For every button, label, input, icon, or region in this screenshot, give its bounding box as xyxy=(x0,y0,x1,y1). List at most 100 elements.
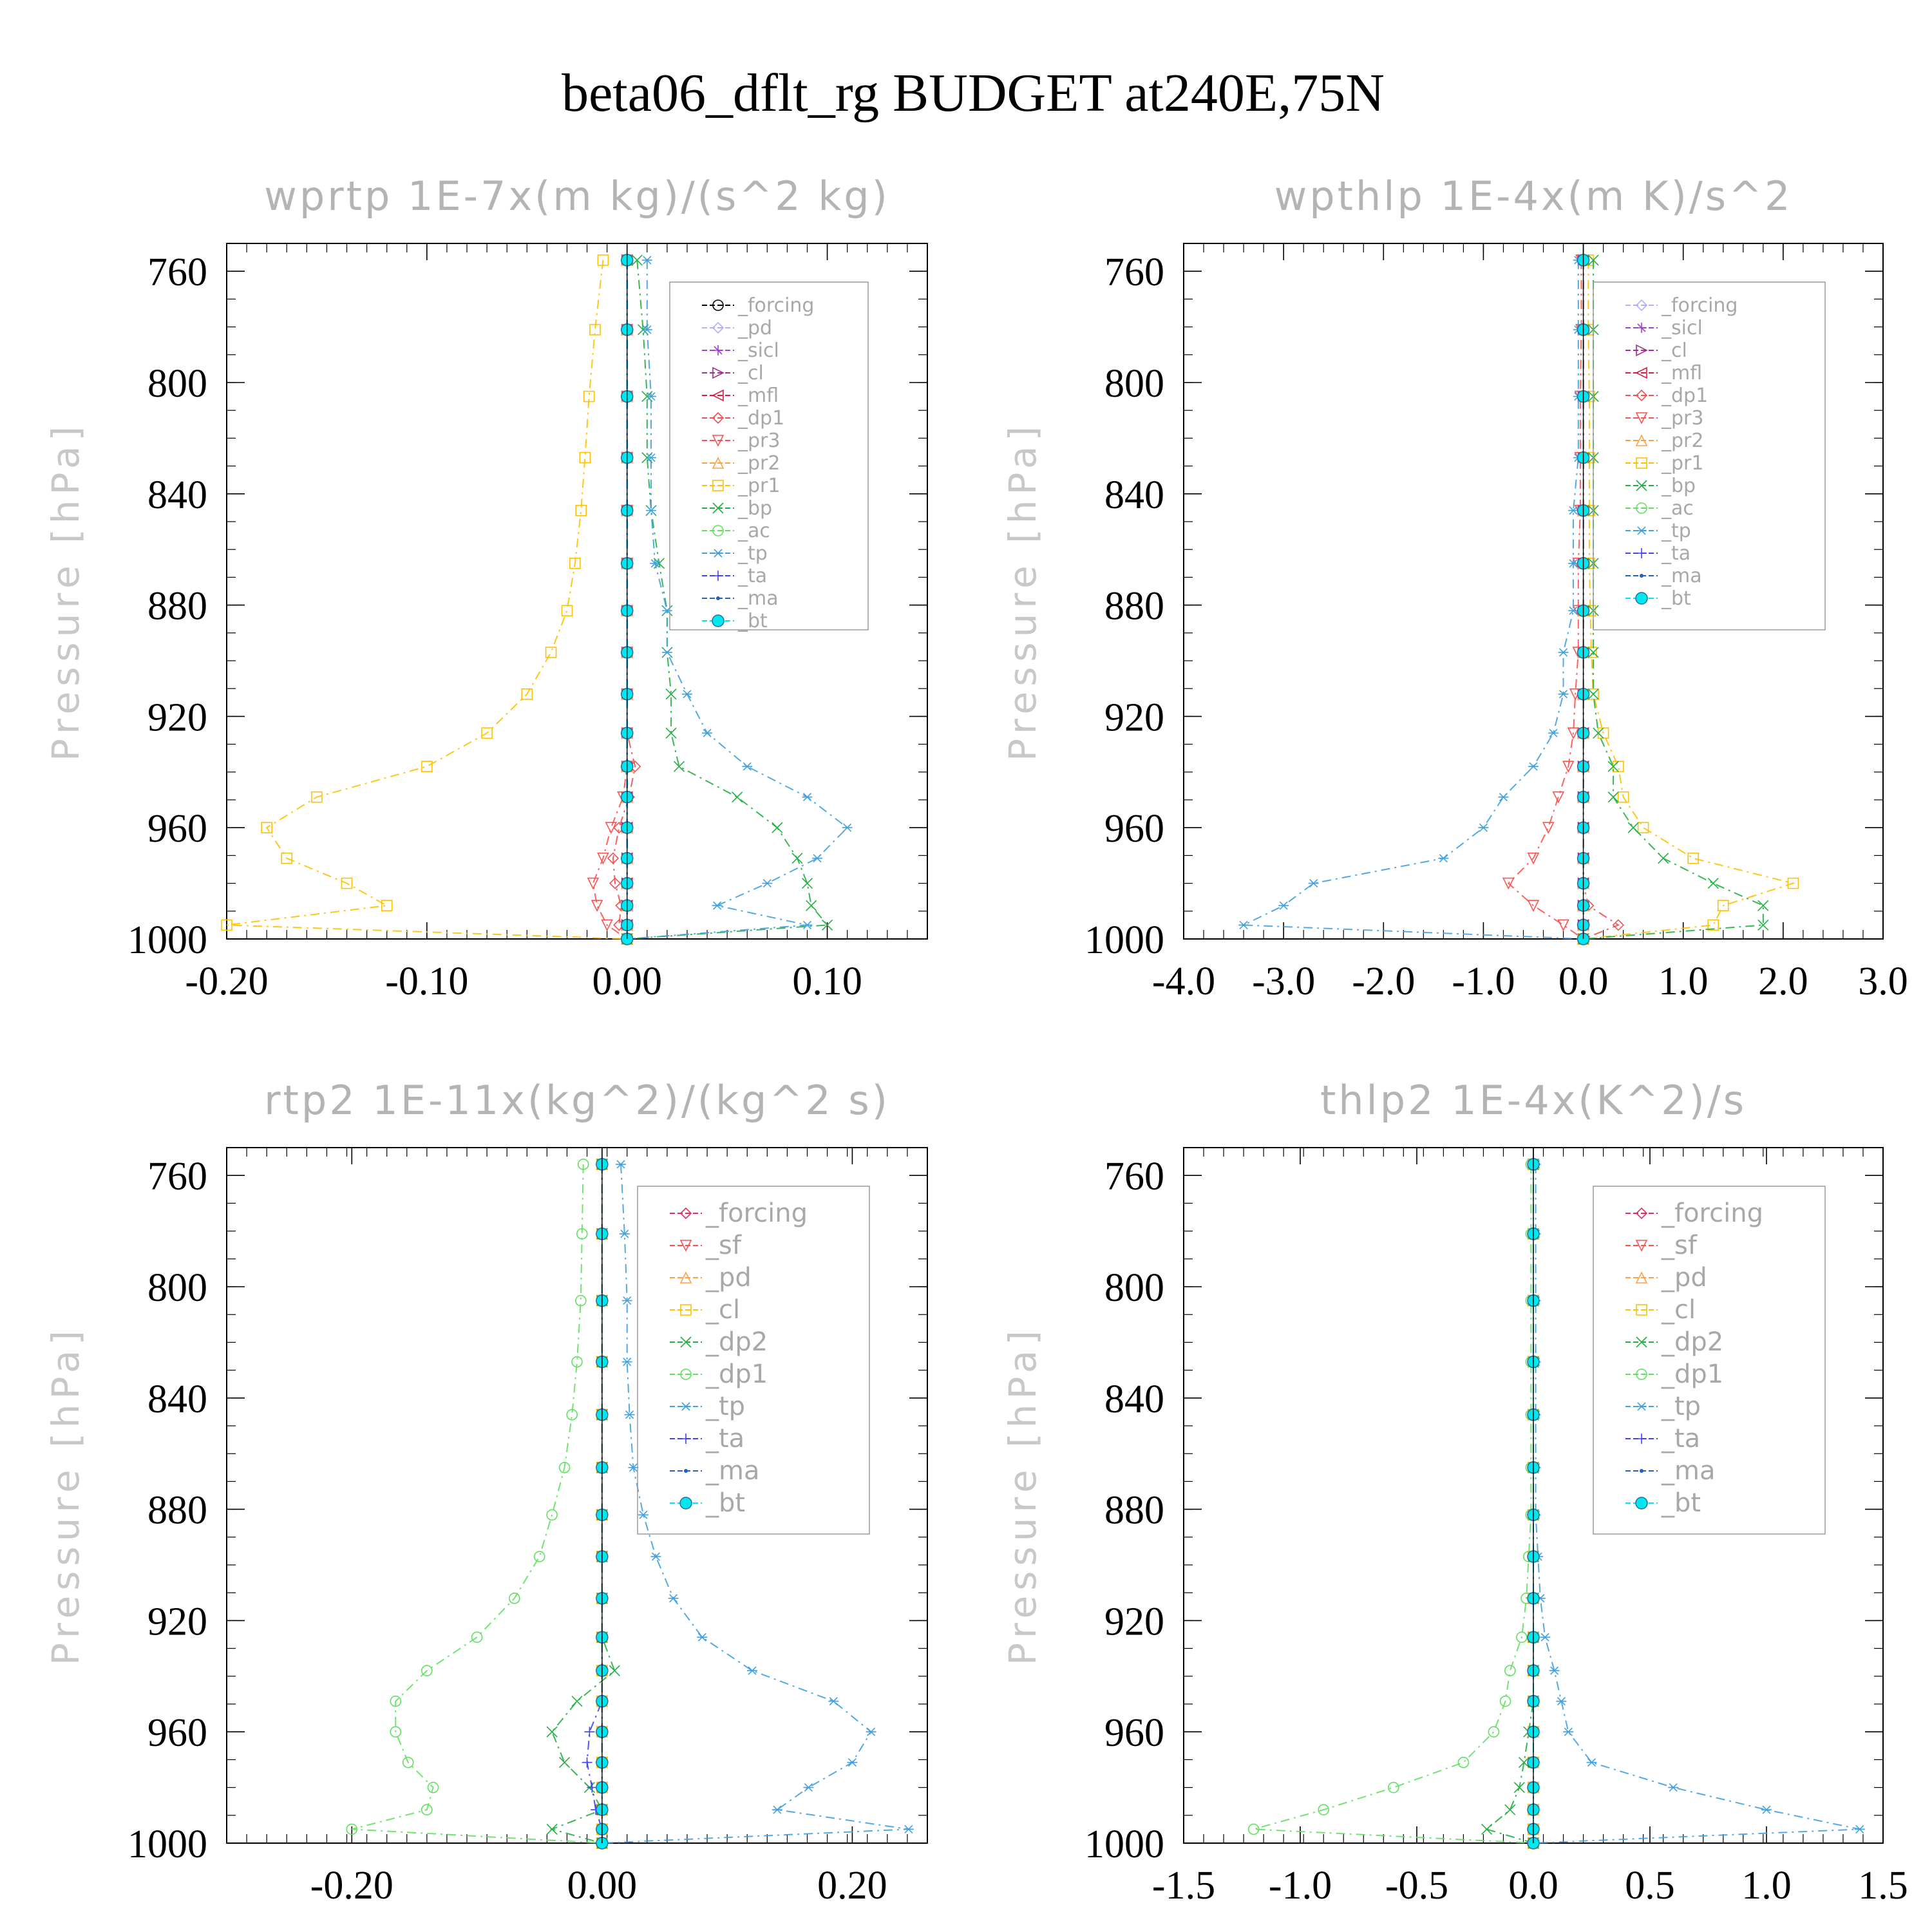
legend-swatch-marker xyxy=(1635,434,1648,446)
y-tick-label: 840 xyxy=(147,473,207,517)
series-pr3 xyxy=(587,254,634,945)
data-point xyxy=(1318,1804,1329,1815)
x-tick-label: -0.10 xyxy=(385,960,468,1003)
data-point xyxy=(802,793,813,802)
series-dp1 xyxy=(346,1159,608,1849)
legend-swatch-marker xyxy=(712,366,724,379)
data-point xyxy=(261,822,272,833)
data-point xyxy=(702,728,713,737)
legend-swatch-marker xyxy=(679,1497,692,1510)
y-tick-label: 800 xyxy=(147,362,207,406)
legend-swatch-marker xyxy=(681,1402,691,1411)
data-point xyxy=(661,606,672,615)
data-point xyxy=(559,1757,571,1768)
plot-frame xyxy=(1183,243,1884,940)
legend-swatch-marker xyxy=(1636,1434,1647,1444)
data-point xyxy=(1563,1727,1574,1736)
series-line xyxy=(1583,260,1796,940)
legend-label: _bt xyxy=(1661,1488,1701,1518)
legend-swatch-marker xyxy=(680,1336,692,1348)
y-tick-label: 1000 xyxy=(1084,1823,1164,1866)
data-point xyxy=(582,1757,592,1768)
legend-box xyxy=(669,281,869,630)
legend-swatch-marker xyxy=(713,345,723,355)
legend-label: _forcing xyxy=(1661,1198,1763,1228)
data-point xyxy=(812,854,823,863)
data-point xyxy=(1627,822,1639,833)
data-point xyxy=(1478,823,1489,832)
data-point xyxy=(1513,1782,1525,1794)
y-tick-label: 840 xyxy=(147,1378,207,1421)
panel-title: wpthlp 1E-4x(m K)/s^2 xyxy=(1274,173,1793,220)
data-point xyxy=(1518,1757,1530,1768)
data-point xyxy=(390,1695,402,1707)
series-line xyxy=(352,1164,602,1844)
data-point xyxy=(1617,791,1629,803)
legend-swatch-marker xyxy=(1636,457,1647,469)
y-tick-label: 920 xyxy=(1104,696,1164,739)
legend-swatch-marker xyxy=(1636,323,1647,333)
series-tp xyxy=(596,1160,914,1848)
x-tick-label: -1.0 xyxy=(1452,960,1515,1003)
data-point xyxy=(402,1756,414,1768)
x-tick-label: 1.5 xyxy=(1858,1864,1908,1908)
data-point xyxy=(571,1696,583,1707)
series-tp xyxy=(621,256,853,943)
data-point xyxy=(1438,854,1449,863)
data-point xyxy=(1568,559,1579,568)
data-point xyxy=(866,1727,876,1736)
legend-label: _bp xyxy=(737,497,772,520)
y-tick-label: 760 xyxy=(1104,1155,1164,1198)
data-point xyxy=(346,1823,358,1835)
legend-swatch-marker xyxy=(1636,526,1647,535)
data-point xyxy=(638,1510,649,1519)
data-point xyxy=(641,325,652,334)
legend-swatch-marker xyxy=(712,502,724,514)
legend-swatch-marker xyxy=(681,1434,691,1444)
panel-title: rtp2 1E-11x(kg^2)/(kg^2 s) xyxy=(264,1077,890,1124)
data-point xyxy=(1504,1804,1516,1815)
legend-label: _bt xyxy=(737,610,768,632)
legend-swatch-marker xyxy=(712,480,724,491)
data-point xyxy=(806,900,817,911)
plot-frame xyxy=(226,243,928,940)
data-point xyxy=(1552,791,1565,804)
y-tick-label: 880 xyxy=(1104,585,1164,629)
legend-swatch-marker xyxy=(684,1469,688,1473)
data-point xyxy=(903,1824,914,1833)
data-point xyxy=(1527,900,1540,912)
series-line xyxy=(586,1164,603,1843)
data-point xyxy=(1308,879,1319,888)
data-point xyxy=(481,727,493,739)
y-tick-label: 800 xyxy=(1104,362,1164,406)
x-tick-label: 0.0 xyxy=(1508,1864,1558,1908)
legend-label: _ma xyxy=(1661,1456,1715,1486)
legend-swatch-marker xyxy=(1635,1497,1648,1510)
legend-swatch-marker xyxy=(1636,1336,1647,1348)
data-point xyxy=(1586,1758,1597,1767)
data-point xyxy=(697,1633,708,1642)
legend-label: _pr3 xyxy=(1661,407,1703,430)
legend-swatch-marker xyxy=(712,614,724,627)
y-tick-label: 960 xyxy=(1104,807,1164,851)
legend-label: _sicl xyxy=(737,339,779,362)
legend-swatch-marker xyxy=(713,549,723,558)
series-line xyxy=(1243,260,1584,940)
legend-label: _tp xyxy=(1661,1392,1701,1421)
series-line xyxy=(1533,1164,1861,1844)
data-point xyxy=(607,852,620,864)
data-point xyxy=(584,1727,595,1738)
legend-label: _forcing xyxy=(737,294,814,317)
legend-label: _pd xyxy=(705,1263,752,1293)
series-line xyxy=(612,260,636,940)
data-point xyxy=(1548,728,1559,737)
legend-swatch-marker xyxy=(1636,1402,1647,1411)
data-point xyxy=(1558,648,1569,657)
data-point xyxy=(1593,727,1604,739)
data-point xyxy=(641,256,652,265)
legend-swatch-marker xyxy=(712,321,724,334)
legend-swatch-marker xyxy=(712,435,724,447)
data-point xyxy=(822,919,833,931)
data-point xyxy=(1488,1726,1500,1738)
data-point xyxy=(587,1782,598,1793)
